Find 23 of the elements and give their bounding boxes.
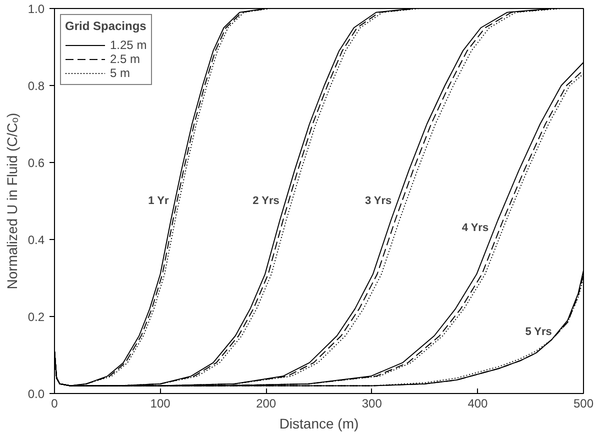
annotation: 2 Yrs bbox=[252, 195, 280, 207]
x-tick-label: 200 bbox=[256, 396, 276, 410]
annotation: 5 Yrs bbox=[525, 326, 552, 338]
y-tick-label: 1.0 bbox=[28, 2, 45, 16]
annotation: 4 Yrs bbox=[462, 222, 489, 234]
x-axis-title: Distance (m) bbox=[279, 416, 359, 432]
x-tick-label: 400 bbox=[468, 396, 488, 410]
legend-title: Grid Spacings bbox=[65, 19, 147, 33]
legend-label: 2.5 m bbox=[110, 52, 140, 66]
x-tick-label: 100 bbox=[150, 396, 171, 410]
legend-label: 1.25 m bbox=[110, 38, 147, 52]
x-tick-label: 500 bbox=[573, 396, 594, 410]
y-tick-label: 0.8 bbox=[28, 79, 45, 93]
annotation: 3 Yrs bbox=[364, 195, 392, 207]
y-tick-label: 0.0 bbox=[28, 387, 45, 401]
x-tick-label: 0 bbox=[51, 396, 58, 410]
y-tick-label: 0.2 bbox=[28, 310, 45, 324]
y-tick-label: 0.4 bbox=[28, 233, 45, 247]
legend-label: 5 m bbox=[110, 66, 130, 80]
annotation: 1 Yr bbox=[148, 195, 170, 207]
y-axis-title: Normalized U in Fluid (C/Cₒ) bbox=[4, 112, 20, 290]
x-tick-label: 300 bbox=[362, 396, 382, 410]
y-tick-label: 0.6 bbox=[28, 156, 45, 170]
